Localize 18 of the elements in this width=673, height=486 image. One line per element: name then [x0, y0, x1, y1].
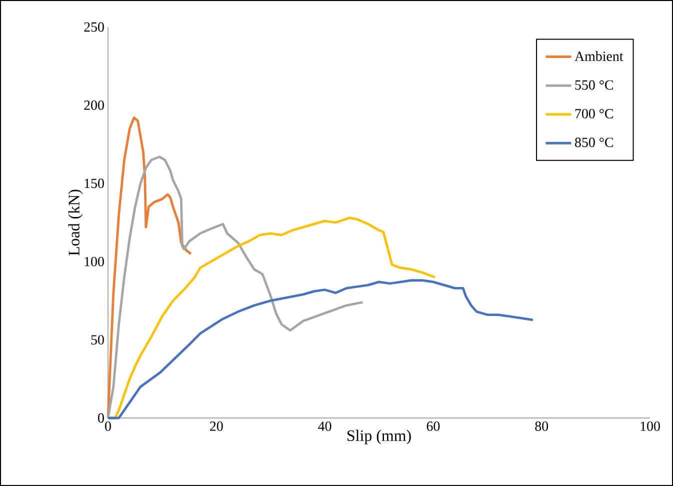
x-tick-label: 100	[640, 422, 660, 431]
x-tick-label: 40	[318, 422, 332, 431]
x-tick-label: 60	[426, 422, 440, 431]
y-tick-label: 150	[84, 178, 104, 188]
y-tick-label: 0	[98, 413, 104, 423]
legend-label: 850 °C	[575, 138, 613, 148]
y-tick-label: 200	[84, 100, 104, 110]
legend-label: 700 °C	[575, 108, 613, 118]
y-tick-label: 50	[91, 335, 104, 345]
x-tick-label: 0	[105, 422, 111, 431]
y-tick-label: 250	[84, 22, 104, 32]
legend-label: Ambient	[574, 51, 624, 61]
x-tick-label: 80	[535, 422, 548, 431]
x-tick-label: 20	[210, 422, 223, 431]
x-axis-title: Slip (mm)	[348, 430, 411, 444]
legend-label: 550 °C	[575, 80, 613, 90]
y-tick-label: 100	[84, 256, 104, 266]
y-axis-title: Load (kN)	[68, 190, 83, 256]
